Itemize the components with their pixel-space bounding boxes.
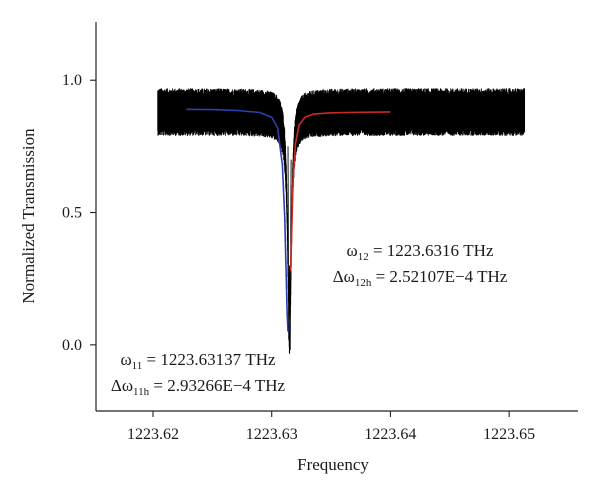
annotation-omega-12: ω12 = 1223.6316 THz Δω12h = 2.52107E−4 T… (333, 241, 508, 289)
x-tick-label: 1223.63 (246, 426, 298, 443)
measured-transmission-series (157, 88, 526, 354)
annotation-omega-11-sub: 11 (132, 360, 143, 372)
annotation-omega-11-value: = 1223.63137 THz (142, 350, 276, 369)
annotation-delta-omega-11h-sub: 11h (133, 386, 150, 398)
y-tick-label: 0.0 (62, 337, 82, 354)
fit-line-left (186, 108, 289, 332)
x-tick-label: 1223.64 (364, 426, 416, 443)
y-tick-label: 1.0 (62, 72, 82, 89)
svg-text:ω11 = 1223.63137 THz: ω11 = 1223.63137 THz (120, 350, 276, 372)
plot-marks (157, 88, 526, 354)
annotation-delta-omega-12h-value: = 2.52107E−4 THz (371, 267, 507, 286)
x-tick-label: 1223.62 (127, 426, 179, 443)
annotation-delta-omega-12h-symbol: Δω (333, 267, 355, 286)
annotation-omega-12-symbol: ω (347, 241, 358, 260)
fit-line-right (289, 111, 391, 271)
annotation-omega-11: ω11 = 1223.63137 THz Δω11h = 2.93266E−4 … (111, 350, 286, 398)
svg-text:ω12 = 1223.6316 THz: ω12 = 1223.6316 THz (347, 241, 494, 263)
annotation-omega-11-symbol: ω (120, 350, 131, 369)
y-axis-title: Normalized Transmission (19, 128, 38, 304)
svg-text:Δω12h = 2.52107E−4 THz: Δω12h = 2.52107E−4 THz (333, 267, 508, 289)
x-tick-label: 1223.65 (483, 426, 535, 443)
annotation-omega-12-sub: 12 (358, 251, 369, 263)
y-tick-label: 0.5 (62, 205, 82, 222)
x-axis-title: Frequency (297, 455, 369, 474)
axes (95, 22, 578, 412)
annotation-delta-omega-12h-sub: 12h (355, 277, 372, 289)
annotation-delta-omega-11h-symbol: Δω (111, 376, 133, 395)
svg-text:Δω11h = 2.93266E−4 THz: Δω11h = 2.93266E−4 THz (111, 376, 286, 398)
annotation-omega-12-value: = 1223.6316 THz (369, 241, 494, 260)
annotation-delta-omega-11h-value: = 2.93266E−4 THz (149, 376, 285, 395)
ticks: 1223.62 1223.63 1223.64 1223.65 0.0 0.5 1.0 (62, 72, 535, 443)
